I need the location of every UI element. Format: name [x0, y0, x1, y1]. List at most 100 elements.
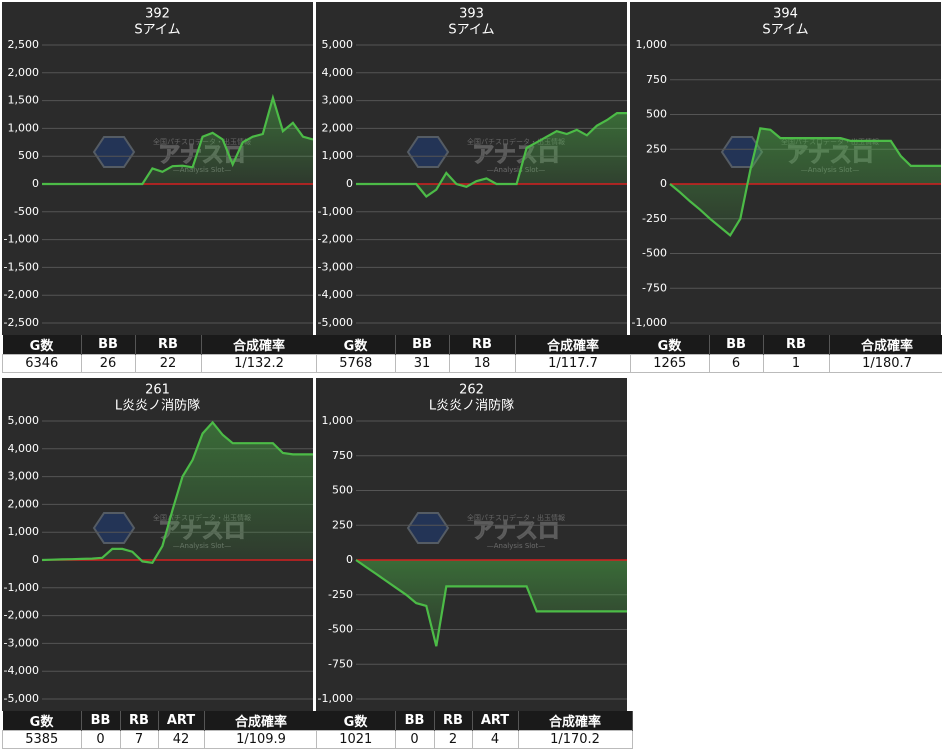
chart-subtitle: L炎炎ノ消防隊: [115, 398, 200, 414]
area: [42, 97, 313, 184]
y-tick-label: -1,000: [4, 581, 39, 594]
y-tick-label: 1,000: [322, 414, 354, 427]
y-tick-label: -500: [328, 623, 353, 636]
table-cell: 1/117.7: [514, 354, 632, 373]
watermark-emblem: [92, 136, 136, 168]
y-tick-label: 4,000: [8, 442, 40, 455]
table-header-cell: G数: [316, 335, 396, 355]
chart-subtitle: Sアイム: [134, 23, 180, 38]
y-tick-label: 1,000: [636, 38, 668, 51]
table-cell: 0: [394, 730, 435, 749]
table-header-cell: 合成確率: [515, 335, 632, 355]
area: [356, 113, 627, 197]
table-cell: 22: [134, 354, 202, 373]
area: [42, 422, 313, 563]
table-row: 1021 0 2 4 1/170.2: [316, 730, 633, 749]
y-tick-label: 3,000: [322, 94, 354, 107]
table-row: 6346 26 22 1/132.2: [2, 354, 318, 373]
y-tick-label: -250: [642, 212, 667, 225]
y-tick-label: -4,000: [4, 664, 39, 677]
y-tick-label: -1,000: [632, 316, 667, 329]
table-header-cell: 合成確率: [201, 335, 318, 355]
table-cell: 6: [708, 354, 764, 373]
chart-subtitle: Sアイム: [448, 23, 494, 38]
table-header-cell: BB: [709, 335, 764, 355]
y-tick-label: 500: [332, 484, 353, 497]
table-header-cell: BB: [395, 711, 435, 731]
y-tick-label: -500: [642, 247, 667, 260]
y-tick-label: -5,000: [4, 692, 39, 705]
y-tick-label: 2,000: [8, 497, 40, 510]
y-tick-label: 250: [646, 142, 667, 155]
table-cell: 42: [157, 730, 205, 749]
y-tick-label: -1,000: [4, 233, 39, 246]
y-tick-label: 0: [660, 177, 667, 190]
y-tick-label: 1,500: [8, 94, 40, 107]
table-cell: 0: [80, 730, 121, 749]
panel: 全国パチスロデータ・出玉情報 アナスロ —Analysis Slot— 393 Sアイム…: [316, 2, 632, 374]
table-cell: 1/109.9: [203, 730, 319, 749]
table-header-cell: ART: [472, 711, 519, 731]
y-tick-label: 2,500: [8, 38, 40, 51]
chart-subtitle: L炎炎ノ消防隊: [429, 398, 514, 414]
y-tick-label: 4,000: [322, 66, 354, 79]
table-header-cell: G数: [630, 335, 710, 355]
chart-title: 392: [145, 7, 170, 22]
watermark-emblem: [406, 136, 450, 168]
table-header-row: G数 BB RB ART 合成確率: [2, 711, 319, 731]
stats-table: G数 BB RB 合成確率 5768 31 18 1/117.7: [316, 335, 632, 373]
area: [670, 128, 941, 236]
table-cell: 1265: [630, 354, 710, 373]
table-header-row: G数 BB RB 合成確率: [2, 335, 318, 355]
y-tick-label: 750: [332, 449, 353, 462]
table-header-cell: G数: [316, 711, 396, 731]
chart-title: 261: [145, 383, 170, 398]
chart-title: 262: [459, 383, 484, 398]
table-header-cell: ART: [158, 711, 205, 731]
table-cell: 6346: [2, 354, 82, 373]
line: [42, 93, 313, 186]
table-cell: 1: [762, 354, 830, 373]
y-tick-label: 5,000: [322, 38, 354, 51]
stats-table: G数 BB RB ART 合成確率 5385 0 7 42 1/109.9: [2, 711, 319, 749]
table-cell: 5768: [316, 354, 396, 373]
y-tick-label: -4,000: [318, 288, 353, 301]
table-cell: 4: [471, 730, 519, 749]
table-cell: 1/132.2: [200, 354, 318, 373]
chart-title: 393: [459, 7, 484, 22]
watermark-emblem: [92, 512, 136, 544]
table-cell: 1021: [316, 730, 396, 749]
y-tick-label: 1,000: [8, 121, 40, 134]
table-header-cell: RB: [434, 711, 473, 731]
table-cell: 7: [119, 730, 159, 749]
table-header-row: G数 BB RB 合成確率: [316, 335, 632, 355]
table-header-cell: 合成確率: [829, 335, 942, 355]
table-cell: 26: [80, 354, 136, 373]
watermark-tagline: —Analysis Slot—: [487, 542, 545, 550]
y-tick-label: -250: [328, 588, 353, 601]
table-header-cell: BB: [81, 711, 121, 731]
watermark-logo: アナスロ: [472, 519, 560, 544]
y-tick-label: 2,000: [8, 66, 40, 79]
y-tick-label: 500: [646, 108, 667, 121]
y-tick-label: 1,000: [8, 525, 40, 538]
table-row: 5768 31 18 1/117.7: [316, 354, 632, 373]
y-tick-label: 0: [346, 177, 353, 190]
y-tick-label: -1,500: [4, 260, 39, 273]
table-cell: 18: [448, 354, 516, 373]
y-tick-label: -2,500: [4, 316, 39, 329]
table-cell: 5385: [2, 730, 82, 749]
chart-title: 394: [773, 7, 798, 22]
table-row: 1265 6 1 1/180.7: [630, 354, 942, 373]
table-cell: 1/170.2: [517, 730, 633, 749]
table-header-cell: RB: [449, 335, 516, 355]
line: [355, 559, 627, 647]
